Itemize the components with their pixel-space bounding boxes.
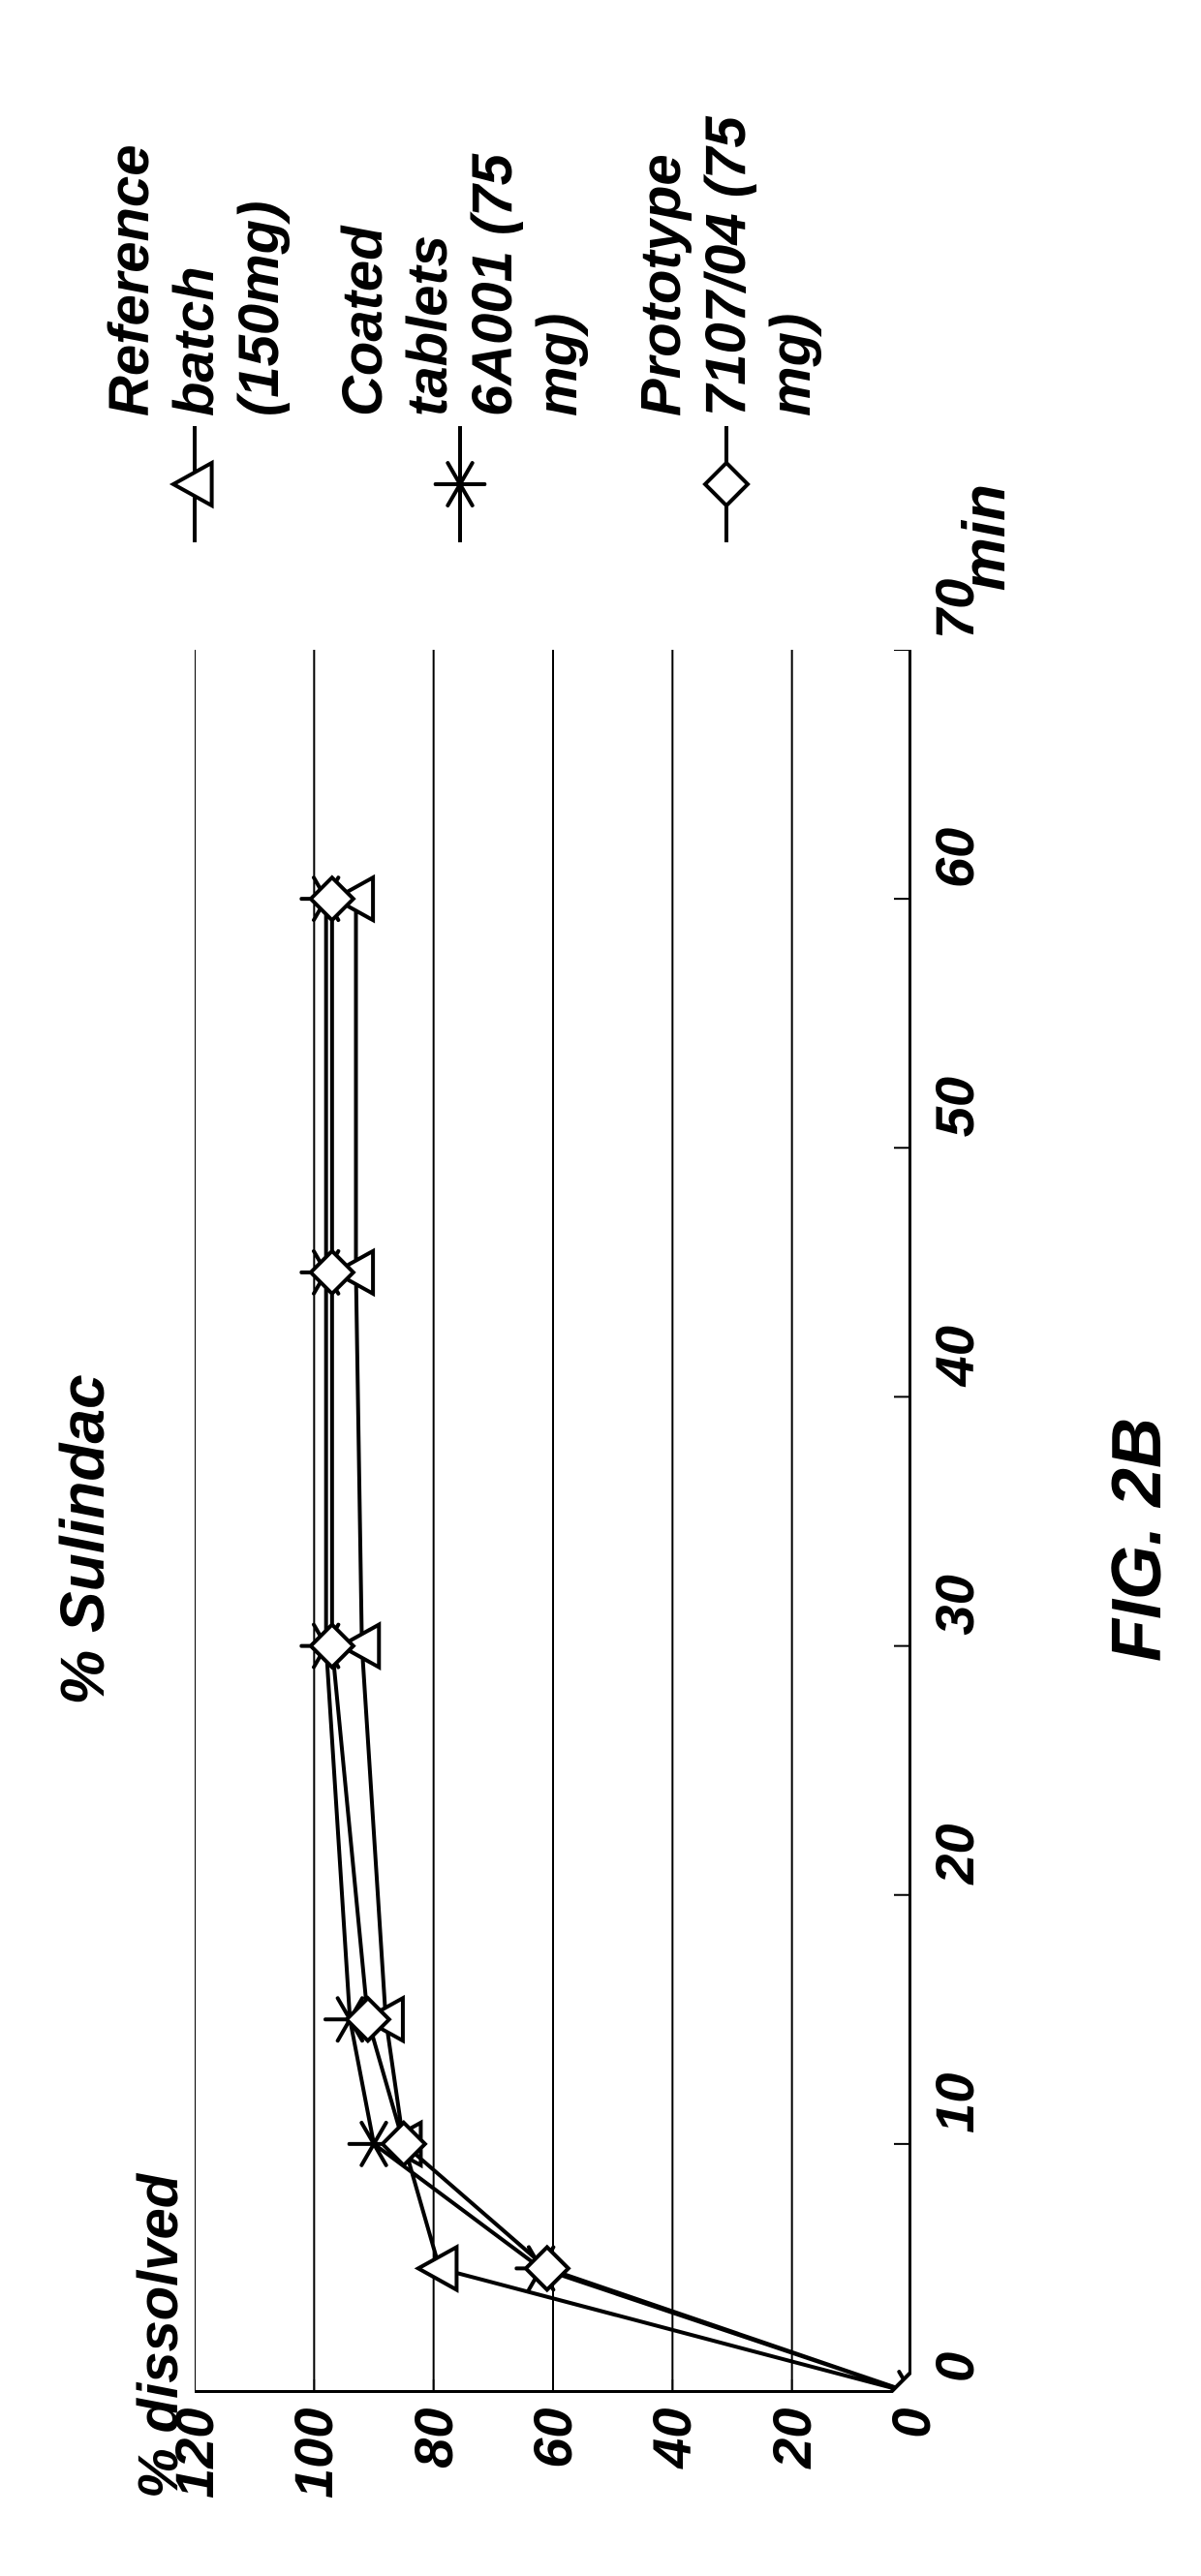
triangle-icon: [166, 426, 224, 542]
x-axis-row: 010203040506070 min: [911, 581, 991, 2499]
chart-column: % Sulindac % dissolved 120100806040200 0…: [39, 581, 1162, 2499]
x-axis-spacer: [911, 2382, 991, 2499]
legend-item-prototype: Prototype7107/04 (75 mg): [629, 39, 823, 542]
legend-item-coated: Coated tablets6A001 (75 mg): [330, 39, 590, 542]
diamond-icon: [697, 426, 755, 542]
legend-label-reference: Reference batch(150mg): [97, 39, 292, 416]
legend-label-prototype: Prototype7107/04 (75 mg): [629, 39, 823, 416]
legend-label-coated: Coated tablets6A001 (75 mg): [330, 39, 590, 416]
rotated-canvas: % Sulindac % dissolved 120100806040200 0…: [0, 0, 1201, 2576]
figure-caption: FIG. 2B: [1097, 581, 1177, 2499]
legend-item-reference: Reference batch(150mg): [97, 39, 292, 542]
plot-area: [195, 650, 911, 2393]
asterisk-icon: [431, 426, 489, 542]
x-axis-ticks: 010203040506070: [911, 639, 991, 2382]
y-axis-label: % dissolved: [126, 581, 191, 2499]
plot-with-yticks: 120100806040200: [195, 581, 911, 2499]
y-axis-ticks: 120100806040200: [195, 2393, 911, 2499]
x-axis-label: min: [921, 465, 1019, 591]
chart-title: % Sulindac: [46, 581, 118, 2499]
chart-svg: [195, 650, 911, 2393]
content-row: % Sulindac % dissolved 120100806040200 0…: [0, 0, 1201, 2576]
page-root: % Sulindac % dissolved 120100806040200 0…: [0, 0, 1201, 2576]
